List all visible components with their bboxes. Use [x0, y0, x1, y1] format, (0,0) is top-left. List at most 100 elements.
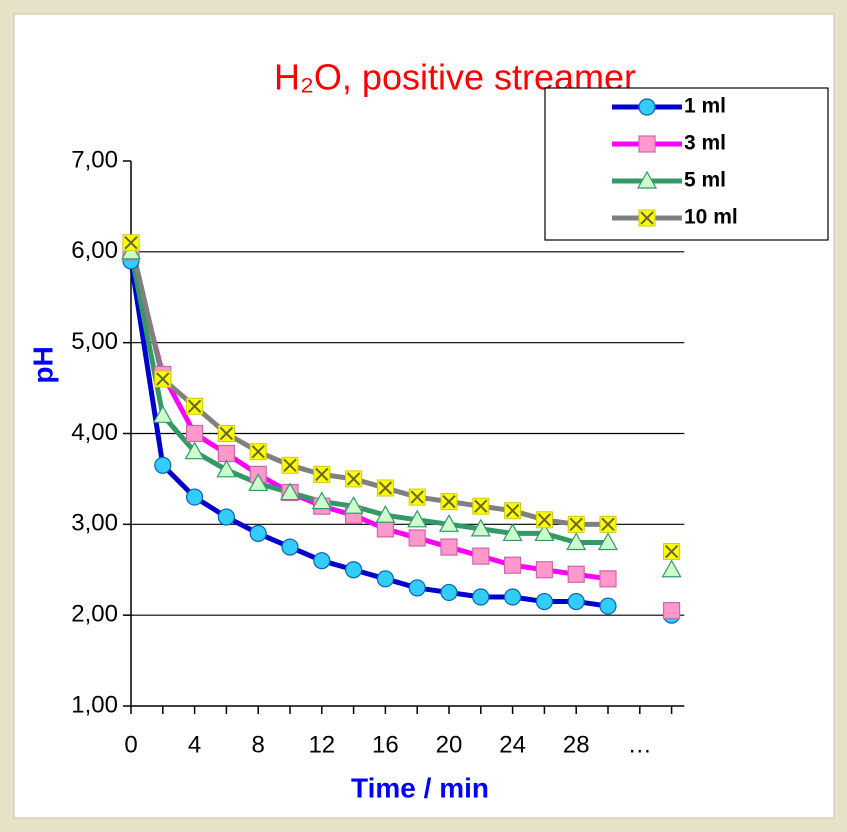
x-tick-label: 4: [188, 731, 201, 758]
data-point: [217, 425, 235, 442]
marker-cross: [537, 513, 552, 527]
data-point: [567, 515, 585, 533]
data-point: [662, 602, 681, 620]
data-point: [472, 547, 490, 565]
data-point: [535, 561, 554, 579]
data-point: [376, 570, 394, 588]
legend-marker: [638, 135, 656, 153]
series-line: [128, 242, 608, 527]
data-point: [217, 444, 235, 463]
data-point: [567, 565, 585, 583]
data-point: [503, 588, 522, 606]
x-tick-label: 8: [252, 731, 265, 758]
x-tick-label: 12: [308, 731, 335, 758]
data-point: [472, 588, 490, 606]
y-tick-label: 1,00: [71, 691, 118, 718]
y-tick-label: 3,00: [71, 510, 118, 537]
y-axis-label: pH: [27, 346, 58, 383]
marker-cross: [156, 372, 170, 386]
data-point: [534, 523, 555, 542]
marker-cross: [601, 517, 615, 532]
y-tick-label: 2,00: [71, 601, 118, 628]
marker-cross: [442, 494, 456, 509]
marker-cross: [346, 472, 361, 486]
marker-cross: [315, 467, 329, 482]
data-point: [502, 523, 523, 542]
x-tick-label: …: [628, 731, 652, 758]
data-point: [248, 473, 269, 492]
marker-cross: [124, 236, 138, 250]
x-axis-label: Time / min: [351, 772, 489, 803]
data-point: [376, 520, 394, 538]
legend-box: [544, 87, 829, 241]
data-point: [504, 556, 522, 574]
marker-cross: [474, 499, 488, 513]
data-point: [566, 532, 587, 551]
data-point: [122, 234, 140, 252]
marker-cross: [187, 399, 202, 413]
data-point: [216, 459, 237, 478]
data-point: [438, 514, 460, 532]
marker-cross: [664, 544, 679, 559]
y-tick-label: 6,00: [71, 237, 118, 264]
data-point: [597, 532, 619, 551]
marker-cross: [569, 517, 583, 532]
data-point: [535, 592, 554, 611]
y-tick-label: 4,00: [71, 419, 118, 446]
data-point: [440, 538, 458, 556]
y-tick-label: 7,00: [71, 146, 118, 173]
data-point: [567, 592, 585, 611]
data-point: [249, 443, 267, 461]
data-point: [661, 559, 682, 578]
data-point: [281, 538, 299, 556]
series-line: [128, 251, 608, 545]
data-point: [343, 495, 364, 514]
legend-marker: [638, 98, 656, 116]
data-point: [217, 508, 235, 526]
x-tick-label: 20: [436, 731, 463, 758]
data-point: [408, 488, 426, 506]
data-point: [186, 488, 204, 506]
data-point: [408, 579, 426, 597]
data-point: [345, 561, 363, 579]
marker-cross: [505, 504, 520, 518]
marker-cross: [640, 211, 654, 225]
x-tick-label: 24: [499, 731, 526, 758]
data-point: [184, 441, 205, 460]
legend-marker: [638, 209, 656, 227]
data-point: [535, 511, 553, 529]
data-point: [186, 424, 204, 443]
data-point: [599, 597, 617, 615]
y-tick-label: 5,00: [71, 328, 118, 355]
marker-cross: [219, 426, 234, 441]
x-tick-label: 28: [563, 731, 590, 758]
x-tick-label: 16: [372, 731, 399, 758]
data-point: [376, 479, 394, 497]
data-point: [599, 570, 617, 588]
data-point: [470, 518, 491, 537]
data-point: [279, 482, 301, 501]
data-point: [663, 543, 681, 561]
data-point: [313, 465, 331, 483]
marker-cross: [378, 481, 393, 495]
legend-marker: [636, 170, 658, 189]
data-point: [345, 470, 363, 488]
x-tick-label: 0: [124, 731, 137, 758]
legend-label: 10 ml: [684, 206, 738, 229]
data-point: [281, 456, 299, 474]
data-point: [249, 524, 267, 543]
data-point: [186, 397, 204, 415]
marker-cross: [283, 458, 297, 472]
data-point: [375, 505, 396, 523]
marker-cross: [251, 444, 265, 459]
data-point: [408, 529, 426, 547]
series-line: [128, 251, 609, 582]
legend-label: 5 ml: [684, 169, 726, 192]
data-point: [313, 552, 331, 570]
series-line: [128, 260, 609, 609]
data-point: [311, 491, 332, 510]
legend: 1 ml 3 ml 5 ml 10 ml: [544, 87, 829, 241]
data-point: [599, 515, 617, 533]
